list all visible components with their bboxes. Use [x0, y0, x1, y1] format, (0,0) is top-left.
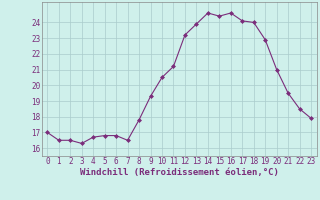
X-axis label: Windchill (Refroidissement éolien,°C): Windchill (Refroidissement éolien,°C) — [80, 168, 279, 177]
